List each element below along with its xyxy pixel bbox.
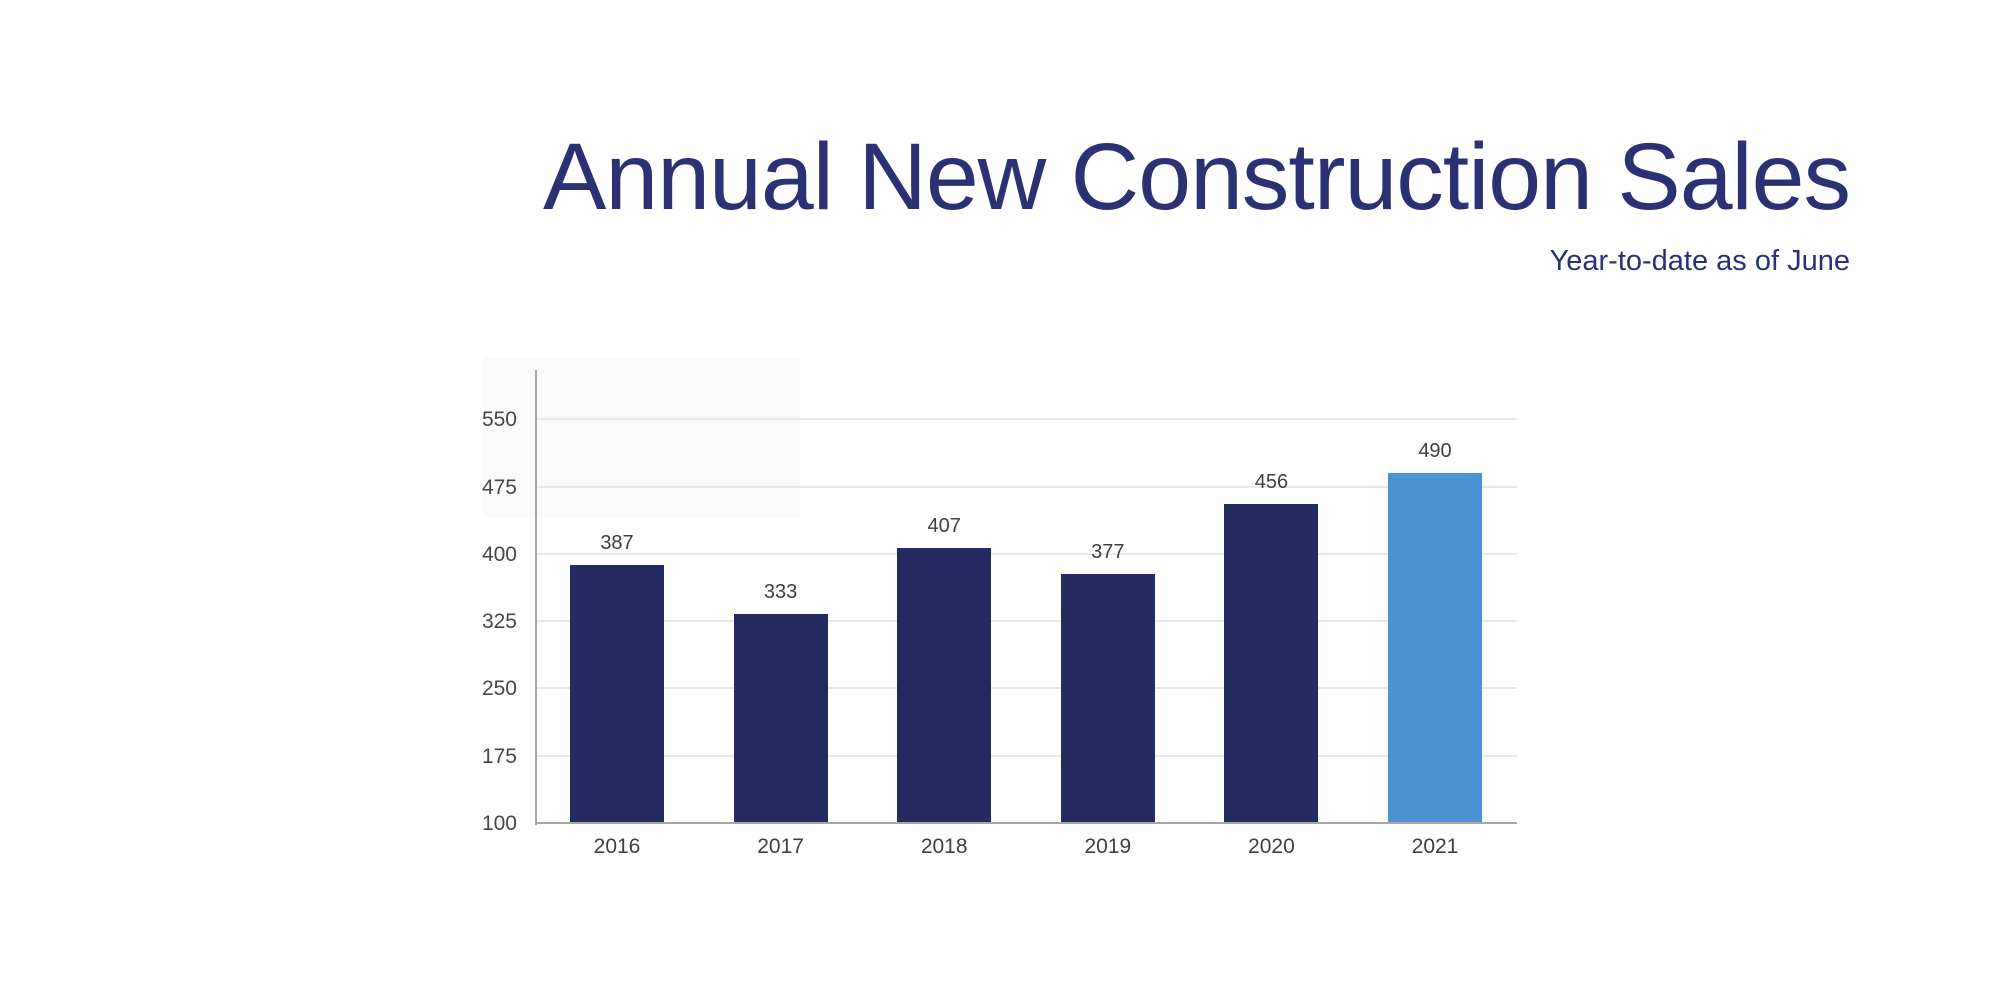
gridline-250 bbox=[535, 687, 1517, 690]
y-axis-line bbox=[535, 370, 537, 825]
chart-header: Annual New Construction Sales Year-to-da… bbox=[543, 124, 1851, 277]
bar-value-label-2016: 387 bbox=[600, 532, 634, 555]
x-category-label-2019: 2019 bbox=[1084, 835, 1132, 858]
gridline-475 bbox=[535, 485, 1517, 488]
bar-value-label-2021: 490 bbox=[1418, 440, 1452, 463]
y-tick-label-475: 475 bbox=[481, 475, 517, 499]
y-tick-label-175: 175 bbox=[481, 744, 517, 768]
gridline-175 bbox=[535, 754, 1517, 757]
bar-value-label-2018: 407 bbox=[927, 514, 961, 537]
bar-2017 bbox=[733, 613, 828, 823]
bar-value-label-2017: 333 bbox=[763, 580, 798, 603]
y-tick-label-250: 250 bbox=[481, 677, 517, 701]
x-category-label-2017: 2017 bbox=[757, 835, 804, 858]
y-tick-label-325: 325 bbox=[481, 610, 517, 634]
bar-2019 bbox=[1060, 574, 1155, 823]
bar-2021 bbox=[1388, 473, 1482, 823]
gridline-400 bbox=[535, 552, 1517, 555]
x-category-label-2021: 2021 bbox=[1411, 835, 1459, 858]
gridline-325 bbox=[535, 620, 1517, 623]
gridline-550 bbox=[535, 418, 1517, 421]
bar-value-label-2019: 377 bbox=[1091, 541, 1125, 564]
chart-subtitle: Year-to-date as of June bbox=[1549, 245, 1850, 277]
bar-2018 bbox=[897, 547, 992, 823]
bar-2020 bbox=[1224, 503, 1319, 823]
x-category-label-2018: 2018 bbox=[920, 835, 968, 858]
x-category-label-2020: 2020 bbox=[1248, 835, 1295, 858]
chart-title: Annual New Construction Sales bbox=[543, 124, 1851, 230]
x-axis-baseline bbox=[535, 822, 1517, 824]
bar-value-label-2020: 456 bbox=[1254, 470, 1289, 493]
y-tick-label-400: 400 bbox=[481, 542, 517, 566]
x-category-label-2016: 2016 bbox=[593, 835, 641, 858]
y-tick-label-550: 550 bbox=[481, 408, 517, 432]
bar-2016 bbox=[570, 565, 664, 823]
y-tick-label-100: 100 bbox=[481, 812, 517, 835]
